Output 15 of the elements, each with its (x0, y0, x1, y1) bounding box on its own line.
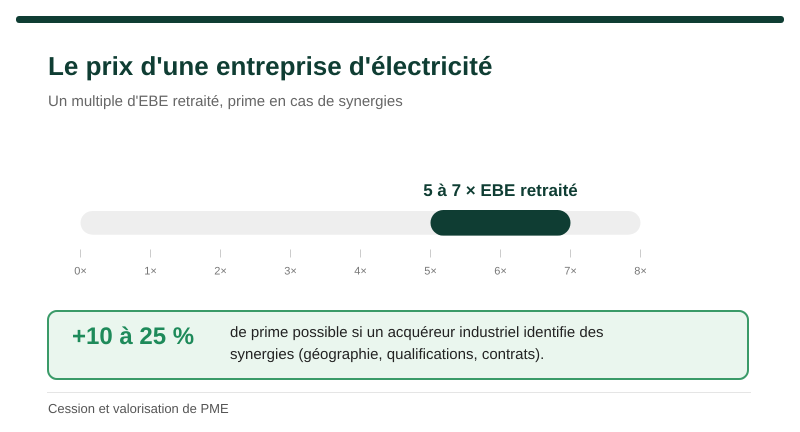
text: de prime possible si un acquéreur industriel identifie des synergies (géographie, qualifications, contrats). (230, 323, 605, 365)
text: Cession et valorisation de PME (48, 400, 229, 418)
x-tick-label: 8× (634, 266, 647, 278)
x-tick-label: 3× (284, 266, 297, 278)
x-tick-label: 0× (74, 266, 87, 278)
chart-subtitle: Un multiple d'EBE retraité, prime en cas de synergies (48, 92, 403, 112)
x-tick-label: 5× (424, 266, 437, 278)
text: 5 à 7 × EBE retraité (423, 180, 578, 200)
x-tick-label: 4× (354, 266, 367, 278)
x-tick-label: 6× (494, 266, 507, 278)
chart-title: Le prix d'une entreprise d'électricité (48, 50, 492, 83)
x-tick-label: 7× (564, 266, 577, 278)
text: +10 à 25 % (72, 322, 194, 352)
x-tick-label: 2× (214, 266, 227, 278)
x-tick-label: 1× (144, 266, 157, 278)
